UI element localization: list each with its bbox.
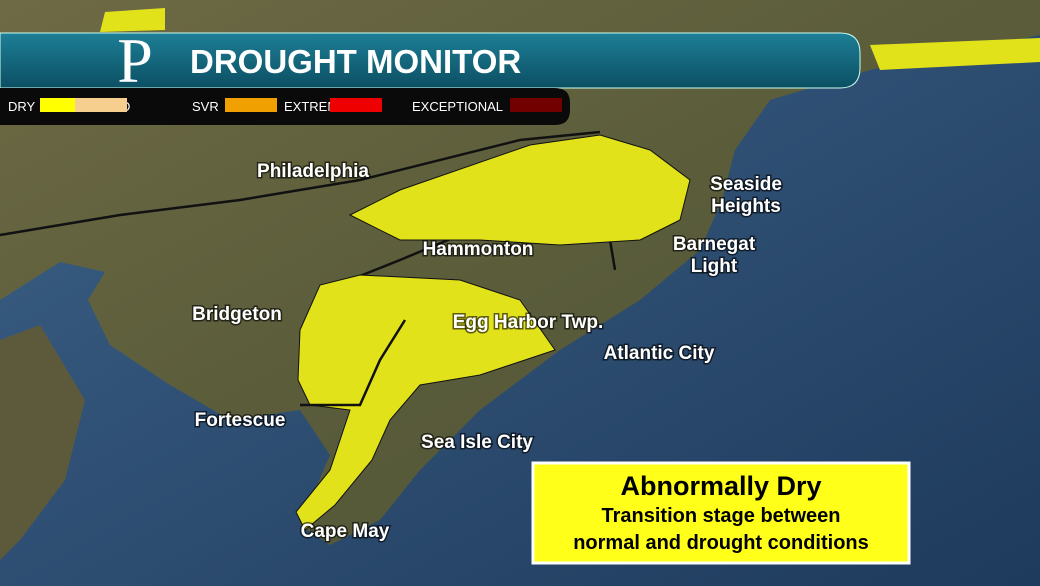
place-label: Fortescue	[195, 410, 286, 431]
legend-swatch	[330, 98, 382, 112]
place-label: Atlantic City	[604, 343, 715, 364]
legend-swatch	[225, 98, 277, 112]
info-text: Transition stage between	[602, 505, 841, 527]
place-label: Philadelphia	[257, 161, 369, 182]
info-text: normal and drought conditions	[573, 532, 869, 554]
place-label: Bridgeton	[192, 304, 282, 325]
place-label: Seaside Heights	[710, 174, 782, 217]
legend-label: DRY	[8, 99, 36, 114]
info-box	[531, 461, 911, 565]
place-label: Sea Isle City	[421, 432, 533, 453]
title: DROUGHT MONITOR	[190, 43, 521, 80]
place-labels: Philadelphia Seaside Heights Hammonton Ba…	[191, 160, 784, 544]
legend-label: EXCEPTIONAL	[412, 99, 503, 114]
drought-area	[295, 274, 556, 531]
legend-bar	[0, 88, 570, 125]
drought-area	[348, 134, 691, 246]
drought-area	[100, 8, 1040, 70]
place-label: Cape May	[301, 521, 390, 542]
logo: P	[117, 25, 153, 96]
land	[0, 0, 1040, 545]
legend-swatch	[75, 98, 127, 112]
legend-swatch	[510, 98, 562, 112]
info-title: Abnormally Dry	[620, 471, 821, 501]
place-label: Egg Harbor Twp.	[453, 312, 604, 333]
title-bar	[0, 32, 861, 89]
legend-label: SVR	[192, 99, 219, 114]
county-border	[0, 130, 617, 411]
place-label: Barnegat Light	[673, 234, 756, 277]
land	[0, 325, 85, 560]
county-border	[300, 319, 407, 407]
legend: DRYMODSVREXTREMEEXCEPTIONAL	[8, 98, 562, 114]
place-label: Hammonton	[423, 239, 534, 260]
